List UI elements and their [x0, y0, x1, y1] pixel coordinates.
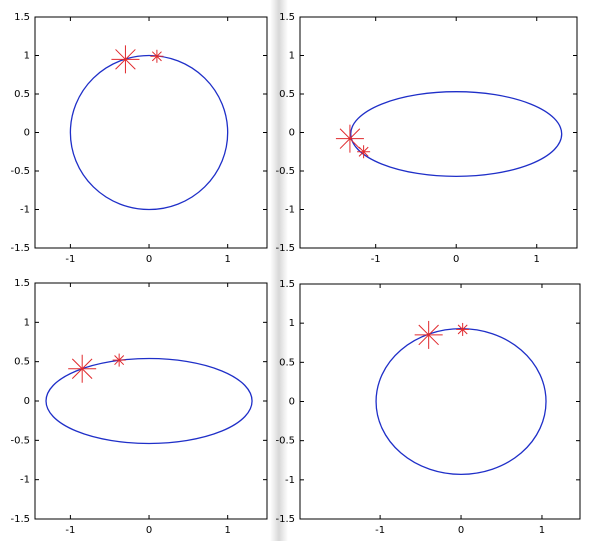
star-arm	[151, 51, 162, 62]
y-tick-label: -1	[20, 475, 30, 486]
y-tick-label: 1.5	[14, 12, 30, 23]
y-tick-label: 0.5	[279, 89, 295, 100]
x-tick-label: 1	[539, 525, 545, 536]
window-edge	[270, 0, 288, 541]
star-arm	[358, 146, 369, 157]
y-tick-label: 0	[24, 128, 30, 139]
y-tick-label: 0.5	[14, 357, 30, 368]
x-tick-label: -1	[65, 525, 75, 536]
y-tick-label: 0	[289, 128, 295, 139]
y-tick-label: 1.5	[279, 12, 295, 23]
y-tick-label: -1.5	[10, 514, 30, 525]
x-tick-label: 0	[146, 254, 152, 265]
axes-box	[299, 283, 581, 520]
y-tick-label: 1.5	[14, 278, 30, 289]
y-tick-label: 1	[24, 317, 30, 328]
y-tick-label: 0.5	[14, 89, 30, 100]
star-arm	[457, 324, 468, 335]
axes-box	[34, 282, 268, 520]
y-tick-label: -1.5	[275, 514, 295, 525]
star-marker	[112, 353, 126, 367]
x-tick-label: -1	[375, 525, 385, 536]
y-tick-label: 1	[289, 318, 295, 329]
star-marker	[357, 145, 371, 159]
star-marker	[111, 45, 140, 74]
y-tick-label: 0.5	[279, 357, 295, 368]
y-tick-label: 0	[24, 396, 30, 407]
x-tick-label: -1	[371, 254, 381, 265]
y-tick-label: 0	[289, 397, 295, 408]
y-tick-label: -0.5	[10, 435, 30, 446]
x-tick-label: 1	[534, 254, 540, 265]
star-arm	[115, 49, 136, 70]
star-arm	[114, 355, 125, 366]
star-marker	[335, 124, 364, 153]
x-tick-label: 0	[458, 525, 464, 536]
y-tick-label: -1.5	[275, 243, 295, 254]
axes-box	[299, 16, 578, 249]
orbit	[350, 91, 563, 178]
y-tick-label: 1.5	[279, 279, 295, 290]
star-arm	[339, 128, 361, 149]
star-marker	[150, 49, 164, 63]
x-tick-label: 0	[146, 525, 152, 536]
x-tick-label: 0	[453, 254, 459, 265]
y-tick-label: 1	[289, 51, 295, 62]
y-tick-label: 1	[24, 51, 30, 62]
y-tick-label: -0.5	[275, 436, 295, 447]
orbit	[69, 54, 229, 211]
star-marker	[456, 322, 470, 336]
y-tick-label: -1.5	[10, 243, 30, 254]
star-arm	[418, 324, 439, 346]
y-tick-label: -1	[285, 205, 295, 216]
x-tick-label: 1	[224, 525, 230, 536]
y-tick-label: -0.5	[275, 166, 295, 177]
y-tick-label: -0.5	[10, 166, 30, 177]
orbit	[375, 327, 547, 475]
star-marker	[414, 320, 443, 349]
y-tick-label: -1	[285, 475, 295, 486]
x-tick-label: 1	[224, 254, 230, 265]
orbit	[45, 357, 253, 445]
star-marker	[68, 354, 97, 383]
star-arm	[71, 358, 93, 379]
y-tick-label: -1	[20, 205, 30, 216]
x-tick-label: -1	[65, 254, 75, 265]
